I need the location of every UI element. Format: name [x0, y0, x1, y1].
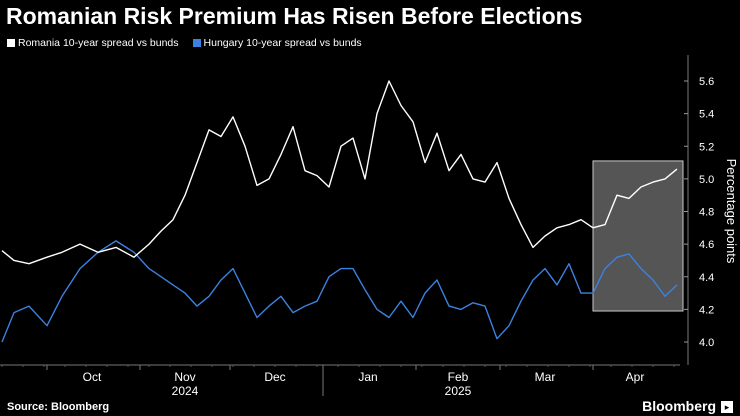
legend-swatch-hungary: [192, 39, 201, 47]
series-line-romania: [1, 80, 678, 265]
y-tick-label: 4.2: [699, 304, 714, 316]
legend-swatch-romania: [7, 39, 15, 47]
chart-area: 4.0 4.2 4.4 4.6 4.8 5.0 5.2 5.4 5.6 Percentage po…: [0, 55, 739, 398]
y-tick-label: 4.4: [699, 272, 714, 284]
y-tick-label: 5.4: [699, 109, 714, 121]
y-tick-label: 5.2: [699, 141, 714, 153]
highlight-region: [592, 160, 684, 312]
x-tick-label: Feb: [448, 370, 469, 384]
x-tick-label: Apr: [626, 370, 645, 384]
legend-item-hungary: Hungary 10-year spread vs bunds: [192, 37, 362, 49]
y-axis-title: Percentage points: [724, 159, 739, 264]
y-tick-label: 5.6: [699, 76, 714, 88]
series-line-hungary: [1, 240, 678, 343]
y-tick-label: 4.0: [699, 337, 714, 349]
x-tick-label: Nov: [174, 370, 195, 384]
legend-label-hungary: Hungary 10-year spread vs bunds: [203, 37, 362, 49]
x-tick-label: Mar: [535, 370, 556, 384]
legend: Romania 10-year spread vs bunds Hungary …: [7, 37, 362, 49]
x-year-label: 2024: [172, 384, 199, 398]
x-tick-label: Jan: [358, 370, 377, 384]
legend-item-romania: Romania 10-year spread vs bunds: [7, 37, 179, 49]
x-tick-label: Oct: [83, 370, 102, 384]
bloomberg-mark-icon: ▸: [721, 401, 733, 413]
x-year-label: 2025: [445, 384, 472, 398]
chart-title: Romanian Risk Premium Has Risen Before E…: [6, 3, 583, 29]
bloomberg-logo: Bloomberg: [642, 398, 716, 414]
x-tick-label: Dec: [264, 370, 285, 384]
y-tick-label: 4.6: [699, 239, 714, 251]
source-note: Source: Bloomberg: [7, 401, 110, 413]
y-tick-label: 5.0: [699, 174, 714, 186]
legend-label-romania: Romania 10-year spread vs bunds: [18, 37, 179, 49]
y-tick-label: 4.8: [699, 207, 714, 219]
